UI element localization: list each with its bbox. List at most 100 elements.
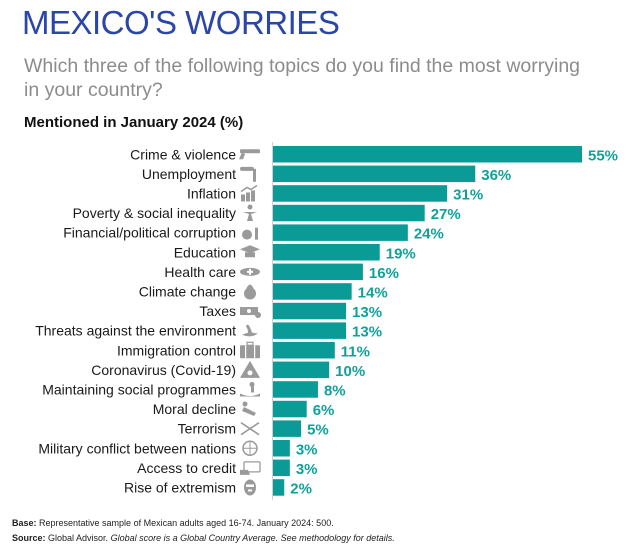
value-label: 11%: [341, 343, 370, 360]
page-title: MEXICO'S WORRIES: [22, 4, 340, 41]
hand-giving-icon: [240, 381, 260, 397]
suitcase-icon: [240, 341, 260, 359]
question-subtitle: Which three of the following topics do y…: [24, 55, 581, 101]
value-label: 24%: [414, 226, 444, 243]
footnote-base-text: Representative sample of Mexican adults …: [36, 518, 334, 528]
bar-row: Coronavirus (Covid-19) 10%: [91, 360, 365, 380]
bar-row: Moral decline 6%: [153, 400, 335, 419]
value-label: 3%: [296, 461, 318, 478]
bar: [273, 479, 285, 496]
balaclava-icon: [244, 479, 256, 496]
category-label: Financial/political corruption: [63, 225, 236, 241]
credit-card-hand-icon: [240, 461, 261, 475]
bar-row: Climate change 14%: [139, 283, 388, 301]
value-label: 36%: [481, 167, 511, 184]
category-label: Threats against the environment: [35, 323, 236, 339]
bar: [273, 342, 335, 359]
category-label: Military conflict between nations: [38, 440, 236, 456]
bar: [273, 400, 307, 418]
value-label: 6%: [313, 402, 335, 419]
pointing-finger-icon: [240, 166, 256, 182]
value-label: 14%: [358, 284, 388, 301]
value-label: 16%: [369, 265, 399, 282]
rising-chart-icon: [240, 184, 258, 202]
value-label: 55%: [588, 147, 618, 164]
value-label: 13%: [352, 324, 382, 341]
category-label: Taxes: [199, 303, 236, 319]
value-label: 5%: [307, 422, 329, 439]
footnote-source: Source: Global Advisor. Global score is …: [12, 533, 395, 543]
footnote-base: Base: Representative sample of Mexican a…: [12, 518, 334, 528]
category-label: Poverty & social inequality: [73, 205, 236, 221]
bar-row: Immigration control 11%: [117, 341, 370, 360]
chart-title: Mentioned in January 2024 (%): [24, 114, 244, 131]
footnote-source-label: Source:: [12, 533, 46, 543]
bar-row: Rise of extremism 2%: [124, 479, 312, 497]
category-label: Access to credit: [137, 460, 236, 476]
bar: [273, 322, 347, 339]
value-label: 2%: [290, 480, 312, 497]
graduation-cap-icon: [240, 245, 260, 258]
category-label: Immigration control: [117, 342, 236, 358]
gun-icon: [239, 149, 260, 160]
bar: [273, 420, 302, 437]
bar: [273, 185, 448, 202]
globe-icon: [242, 440, 258, 456]
category-label: Maintaining social programmes: [42, 381, 236, 397]
bar-row: Access to credit 3%: [137, 459, 318, 478]
category-label: Moral decline: [153, 401, 236, 417]
bar: [273, 204, 425, 222]
category-label: Education: [174, 244, 236, 260]
value-label: 8%: [324, 382, 346, 399]
footnote-source-note: Global score is a Global Country Average…: [108, 533, 395, 543]
footnote-source-text: Global Advisor.: [45, 533, 109, 543]
bar-row: Taxes 13%: [199, 302, 382, 321]
category-label: Crime & violence: [130, 146, 236, 162]
banknote-icon: [240, 307, 261, 319]
bar-row: Inflation 31%: [187, 184, 483, 203]
crossed-swords-icon: [240, 421, 260, 436]
category-label: Rise of extremism: [124, 479, 236, 495]
bar: [273, 459, 290, 477]
bar-row: Threats against the environment 13%: [35, 322, 382, 341]
globe-flame-icon: [244, 284, 256, 300]
bar: [273, 146, 582, 163]
nurse-cap-icon: [240, 267, 260, 276]
value-label: 10%: [335, 363, 365, 380]
bar-row: Poverty & social inequality 27%: [73, 204, 461, 223]
category-label: Climate change: [139, 283, 236, 299]
bar: [273, 440, 290, 457]
bar-row: Health care 16%: [164, 263, 399, 282]
bar: [273, 283, 352, 300]
bars-group: Crime & violence 55%Unemployment 36%Inflat…: [35, 146, 618, 497]
value-label: 31%: [453, 186, 483, 203]
fallen-person-icon: [242, 401, 256, 417]
category-label: Health care: [164, 264, 236, 280]
bar-row: Terrorism 5%: [178, 420, 329, 439]
biohazard-warning-icon: [240, 360, 260, 378]
bar: [273, 165, 476, 183]
bar-row: Maintaining social programmes 8%: [42, 381, 346, 399]
bar: [273, 361, 330, 379]
bar-chart: Crime & violence 55%Unemployment 36%Inflat…: [35, 142, 618, 500]
bar-row: Unemployment 36%: [142, 165, 511, 184]
bar: [273, 263, 363, 281]
category-label: Inflation: [187, 185, 236, 201]
bar: [273, 302, 347, 320]
value-label: 27%: [431, 206, 461, 223]
value-label: 19%: [386, 245, 416, 262]
money-bag-icon: [242, 227, 258, 240]
category-label: Coronavirus (Covid-19): [91, 362, 236, 378]
swan-oil-icon: [242, 324, 258, 337]
category-label: Terrorism: [178, 421, 236, 437]
bar-row: Crime & violence 55%: [130, 146, 618, 164]
bar: [273, 381, 318, 398]
bar: [273, 244, 380, 261]
person-icon: [243, 204, 257, 222]
bar-row: Financial/political corruption 24%: [63, 224, 444, 243]
value-label: 13%: [352, 304, 382, 321]
bar: [273, 224, 408, 241]
category-label: Unemployment: [142, 166, 236, 182]
value-label: 3%: [296, 441, 318, 458]
bar-row: Military conflict between nations 3%: [38, 440, 318, 458]
